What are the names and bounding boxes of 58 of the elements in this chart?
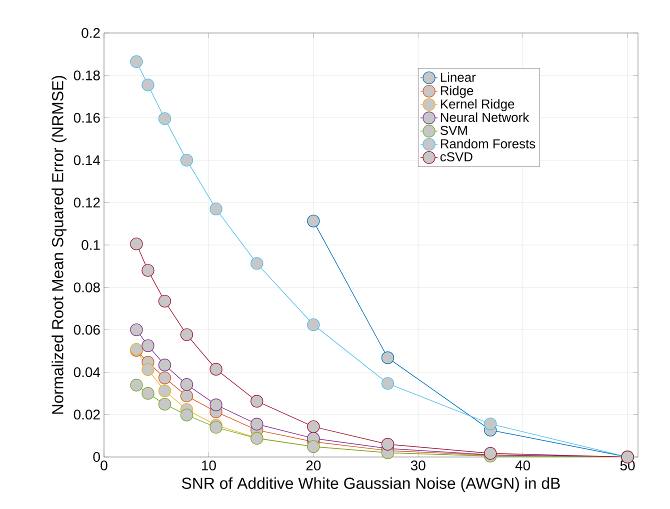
point [381, 377, 394, 390]
point [158, 294, 172, 308]
point [307, 214, 320, 228]
point [307, 318, 320, 332]
legend-label: Random Forests [440, 138, 536, 148]
y-tick-label: 0.08 [74, 282, 100, 292]
point [250, 394, 264, 408]
point [484, 418, 497, 430]
legend-label: Kernel Ridge [440, 99, 514, 112]
y-tick-label: 0.04 [74, 367, 100, 378]
point [180, 390, 194, 402]
y-tick-label: 0.02 [74, 410, 100, 420]
point [210, 362, 222, 376]
point [158, 112, 172, 125]
point [307, 420, 320, 434]
point [142, 363, 154, 376]
y-tick-label: 0 [93, 452, 100, 462]
point [158, 372, 172, 384]
point [180, 328, 194, 342]
x-axis-title: SNR of Additive White Gaussian Noise (AWGN) in dB [182, 477, 560, 492]
point [142, 264, 154, 277]
x-tick-label: 0 [100, 460, 108, 470]
legend-label: cSVD [440, 152, 472, 162]
x-tick-label: 30 [410, 460, 426, 470]
point [130, 238, 143, 250]
point [142, 339, 154, 352]
y-tick-label: 0.18 [74, 70, 100, 80]
point [158, 358, 172, 372]
point [381, 438, 394, 451]
y-axis-title: Normalized Root Mean Squared Error (NRMSE) [52, 76, 66, 414]
point [142, 78, 154, 92]
point [130, 323, 143, 336]
x-tick-label: 10 [202, 460, 216, 470]
point [180, 408, 194, 422]
y-tick-label: 0.16 [74, 112, 100, 123]
legend-label: Neural Network [440, 112, 530, 122]
y-tick-label: 0.1 [82, 240, 100, 250]
point [250, 257, 264, 270]
point [158, 398, 172, 411]
y-tick-label: 0.14 [74, 155, 100, 166]
point [250, 418, 264, 430]
y-tick-label: 0.12 [74, 198, 100, 208]
legend-label: Linear [440, 72, 476, 82]
point [381, 351, 394, 364]
point [142, 387, 154, 400]
y-tick-label: 0.06 [74, 324, 100, 335]
x-tick-label: 40 [515, 460, 530, 470]
y-tick-label: 0.2 [82, 28, 100, 38]
point [210, 398, 222, 412]
point [130, 378, 143, 392]
point [210, 202, 222, 216]
legend-label: SVM [440, 126, 467, 135]
legend-label: Ridge [440, 86, 474, 98]
x-tick-label: 20 [306, 460, 321, 470]
point [180, 154, 194, 167]
point [180, 378, 194, 391]
point [158, 384, 172, 398]
point [130, 55, 143, 68]
